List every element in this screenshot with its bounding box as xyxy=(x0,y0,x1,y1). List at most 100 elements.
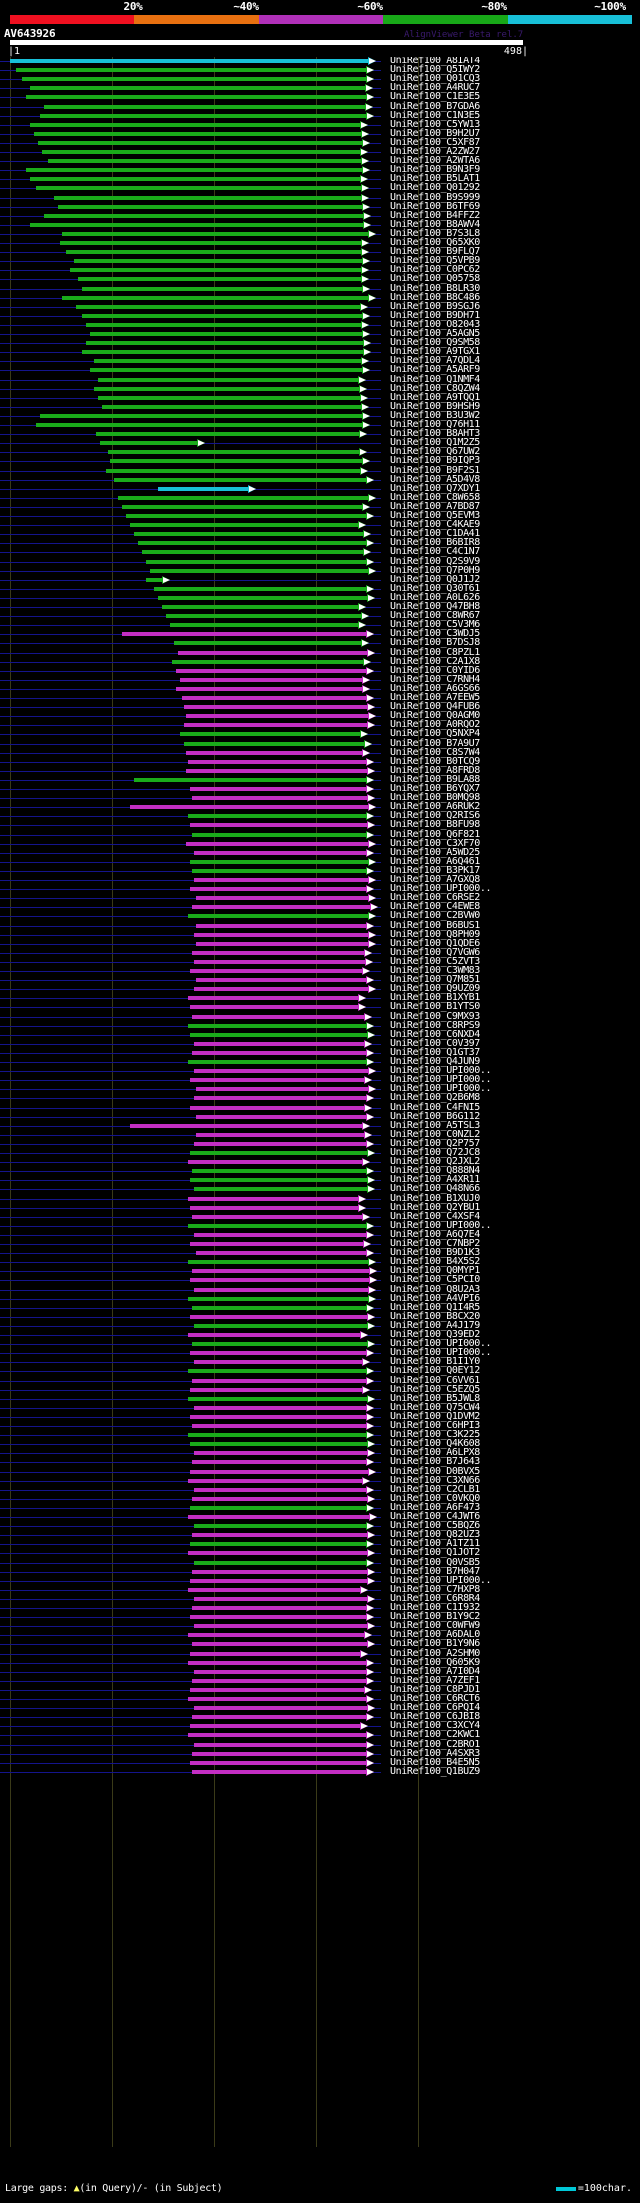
hit-segment[interactable] xyxy=(182,696,366,700)
hit-label[interactable]: UniRef100_Q48N66 xyxy=(390,1183,480,1195)
hit-segment[interactable] xyxy=(190,859,368,864)
alignment-hit-row[interactable]: UniRef100_C6JBI8 xyxy=(0,1711,640,1722)
hit-segment[interactable] xyxy=(190,1442,367,1447)
alignment-hit-row[interactable]: UniRef100_C1N3E5 xyxy=(0,110,640,121)
hit-segment[interactable] xyxy=(192,1424,366,1428)
alignment-hit-row[interactable]: UniRef100_Q1QDE6 xyxy=(0,938,640,949)
hit-segment[interactable] xyxy=(192,1050,366,1055)
alignment-hit-row[interactable]: UniRef100_UPI000.. xyxy=(0,1065,640,1076)
hit-label[interactable]: UniRef100_B8AHT3 xyxy=(390,428,480,440)
alignment-hit-row[interactable]: UniRef100_B9N3F9 xyxy=(0,164,640,175)
hit-segment[interactable] xyxy=(186,841,368,846)
alignment-hit-row[interactable]: UniRef100_Q1GT37 xyxy=(0,1047,640,1058)
alignment-hit-row[interactable]: UniRef100_B9IQP3 xyxy=(0,455,640,466)
alignment-hit-row[interactable]: UniRef100_C4KAE9 xyxy=(0,519,640,530)
hit-label[interactable]: UniRef100_A4RUC7 xyxy=(390,82,480,94)
hit-label[interactable]: UniRef100_Q1DVM2 xyxy=(390,1410,480,1422)
alignment-hit-row[interactable]: UniRef100_Q48N66 xyxy=(0,1183,640,1195)
hit-label[interactable]: UniRef100_B7J643 xyxy=(390,1456,480,1468)
hit-segment[interactable] xyxy=(188,1023,366,1028)
hit-label[interactable]: UniRef100_A5TSL3 xyxy=(390,1119,480,1131)
hit-segment[interactable] xyxy=(192,1642,367,1647)
hit-segment[interactable] xyxy=(192,1751,366,1756)
hit-segment[interactable] xyxy=(192,1460,366,1465)
hit-segment[interactable] xyxy=(98,377,358,382)
hit-label[interactable]: UniRef100_Q6F821 xyxy=(390,828,480,840)
hit-segment[interactable] xyxy=(192,1342,367,1347)
hit-segment[interactable] xyxy=(186,714,368,719)
hit-segment[interactable] xyxy=(74,259,362,264)
hit-label[interactable]: UniRef100_C1DA41 xyxy=(390,528,480,540)
hit-segment[interactable] xyxy=(190,1178,367,1183)
hit-segment[interactable] xyxy=(188,1260,368,1265)
hit-label[interactable]: UniRef100_C3XF70 xyxy=(390,837,480,849)
hit-segment[interactable] xyxy=(192,1769,366,1774)
hit-segment[interactable] xyxy=(26,95,366,100)
alignment-hit-row[interactable]: UniRef100_B7S3L8 xyxy=(0,227,640,239)
hit-label[interactable]: UniRef100_UPI000.. xyxy=(390,883,492,895)
hit-segment[interactable] xyxy=(192,868,366,873)
hit-segment[interactable] xyxy=(194,850,366,855)
hit-segment[interactable] xyxy=(194,932,368,937)
hit-label[interactable]: UniRef100_B7S3L8 xyxy=(390,227,480,239)
hit-label[interactable]: UniRef100_A2ZW27 xyxy=(390,146,480,157)
alignment-hit-row[interactable]: UniRef100_C5YW13 xyxy=(0,119,640,130)
alignment-hit-row[interactable]: UniRef100_B9SGJ6 xyxy=(0,301,640,312)
hit-segment[interactable] xyxy=(194,1187,367,1192)
hit-label[interactable]: UniRef100_Q5IWY2 xyxy=(390,64,480,76)
alignment-hit-row[interactable]: UniRef100_Q6F821 xyxy=(0,828,640,840)
alignment-hit-row[interactable]: UniRef100_A4RUC7 xyxy=(0,82,640,94)
hit-segment[interactable] xyxy=(194,1524,366,1529)
alignment-hit-row[interactable]: UniRef100_C5BQZ6 xyxy=(0,1520,640,1531)
hit-segment[interactable] xyxy=(134,777,366,782)
alignment-hit-row[interactable]: UniRef100_B9S999 xyxy=(0,192,640,203)
alignment-hit-row[interactable]: UniRef100_B4E5N5 xyxy=(0,1757,640,1768)
hit-segment[interactable] xyxy=(196,941,368,946)
hit-segment[interactable] xyxy=(192,905,370,910)
hit-segment[interactable] xyxy=(184,741,364,746)
hit-label[interactable]: UniRef100_B6G112 xyxy=(390,1110,480,1122)
hit-label[interactable]: UniRef100_C5V3M6 xyxy=(390,619,480,631)
alignment-hit-row[interactable]: UniRef100_C6R8R4 xyxy=(0,1593,640,1604)
hit-segment[interactable] xyxy=(86,322,361,327)
hit-label[interactable]: UniRef100_Q5NXP4 xyxy=(390,728,480,740)
hit-label[interactable]: UniRef100_A7GXQ8 xyxy=(390,874,480,885)
hit-label[interactable]: UniRef100_Q0VSB5 xyxy=(390,1556,480,1568)
alignment-hit-row[interactable]: UniRef100_A7I0D4 xyxy=(0,1665,640,1677)
hit-segment[interactable] xyxy=(82,313,362,318)
hit-segment[interactable] xyxy=(190,1505,366,1510)
hit-segment[interactable] xyxy=(162,605,358,609)
hit-segment[interactable] xyxy=(188,1223,366,1228)
hit-segment[interactable] xyxy=(192,796,367,801)
alignment-hit-row[interactable]: UniRef100_B8LR30 xyxy=(0,283,640,294)
alignment-hit-row[interactable]: UniRef100_C8PJD1 xyxy=(0,1684,640,1695)
hit-segment[interactable] xyxy=(186,768,367,773)
hit-segment[interactable] xyxy=(54,195,361,200)
hit-segment[interactable] xyxy=(82,350,363,355)
hit-segment[interactable] xyxy=(192,1269,369,1274)
hit-label[interactable]: UniRef100_Q0J1J2 xyxy=(390,573,480,585)
hit-label[interactable]: UniRef100_A7EEW5 xyxy=(390,692,480,703)
alignment-hit-row[interactable]: UniRef100_C5V3M6 xyxy=(0,619,640,631)
alignment-hit-row[interactable]: UniRef100_B1Y9N6 xyxy=(0,1638,640,1649)
hit-label[interactable]: UniRef100_Q7VGW6 xyxy=(390,946,480,958)
hit-segment[interactable] xyxy=(188,1396,367,1401)
hit-segment[interactable] xyxy=(146,577,162,582)
hit-segment[interactable] xyxy=(58,204,362,209)
hit-segment[interactable] xyxy=(196,923,366,928)
hit-label[interactable]: UniRef100_Q0AGM0 xyxy=(390,710,480,722)
hit-label[interactable]: UniRef100_A7I0D4 xyxy=(390,1665,480,1677)
hit-segment[interactable] xyxy=(78,277,361,282)
alignment-hit-row[interactable]: UniRef100_Q2S9V9 xyxy=(0,556,640,567)
alignment-hit-row[interactable]: UniRef100_B6G112 xyxy=(0,1110,640,1122)
hit-segment[interactable] xyxy=(186,750,362,755)
alignment-hit-row[interactable]: UniRef100_A2ZW27 xyxy=(0,146,640,157)
alignment-hit-row[interactable]: UniRef100_Q5EVM3 xyxy=(0,510,640,521)
hit-segment[interactable] xyxy=(188,759,366,764)
hit-label[interactable]: UniRef100_B1I1Y0 xyxy=(390,1356,480,1368)
hit-label[interactable]: UniRef100_Q4FUB6 xyxy=(390,701,480,713)
hit-label[interactable]: UniRef100_Q8U2A3 xyxy=(390,1283,480,1295)
hit-label[interactable]: UniRef100_B7A9U7 xyxy=(390,737,480,749)
hit-segment[interactable] xyxy=(190,887,366,892)
hit-segment[interactable] xyxy=(188,1478,362,1483)
